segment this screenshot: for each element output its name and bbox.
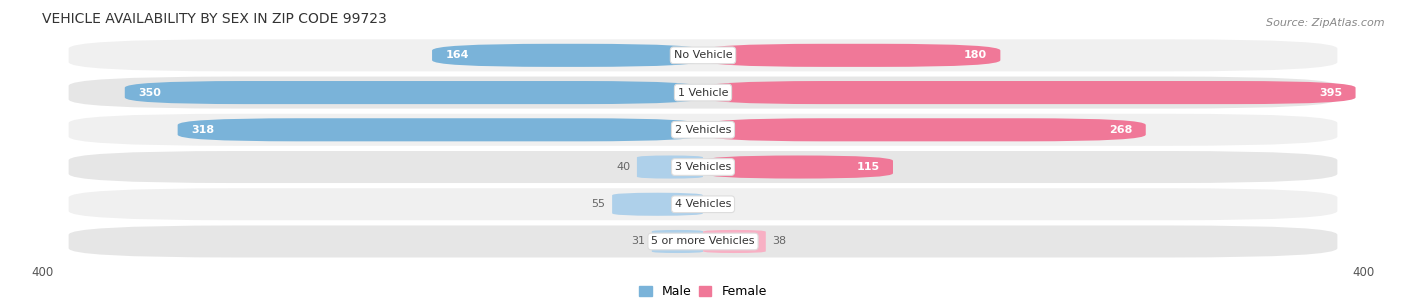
FancyBboxPatch shape [69,151,1337,183]
FancyBboxPatch shape [69,76,1337,109]
Text: 38: 38 [772,237,786,247]
Text: 0: 0 [716,199,723,209]
Text: 2 Vehicles: 2 Vehicles [675,125,731,135]
Text: 55: 55 [592,199,606,209]
FancyBboxPatch shape [652,230,703,253]
Text: 31: 31 [631,237,645,247]
FancyBboxPatch shape [703,155,893,179]
FancyBboxPatch shape [703,44,1001,67]
Text: 180: 180 [965,50,987,60]
Text: No Vehicle: No Vehicle [673,50,733,60]
FancyBboxPatch shape [637,155,703,179]
Text: 268: 268 [1109,125,1133,135]
Text: 115: 115 [856,162,880,172]
Text: 350: 350 [138,88,160,98]
FancyBboxPatch shape [432,44,703,67]
FancyBboxPatch shape [177,118,703,141]
FancyBboxPatch shape [703,230,766,253]
FancyBboxPatch shape [703,118,1146,141]
FancyBboxPatch shape [703,81,1355,104]
Legend: Male, Female: Male, Female [634,280,772,303]
FancyBboxPatch shape [69,188,1337,220]
Text: 1 Vehicle: 1 Vehicle [678,88,728,98]
Text: 3 Vehicles: 3 Vehicles [675,162,731,172]
Text: VEHICLE AVAILABILITY BY SEX IN ZIP CODE 99723: VEHICLE AVAILABILITY BY SEX IN ZIP CODE … [42,12,387,26]
Text: Source: ZipAtlas.com: Source: ZipAtlas.com [1267,18,1385,28]
Text: 5 or more Vehicles: 5 or more Vehicles [651,237,755,247]
FancyBboxPatch shape [69,114,1337,146]
Text: 40: 40 [616,162,630,172]
FancyBboxPatch shape [125,81,703,104]
Text: 395: 395 [1319,88,1343,98]
Text: 318: 318 [191,125,214,135]
Text: 4 Vehicles: 4 Vehicles [675,199,731,209]
Text: 164: 164 [446,50,468,60]
FancyBboxPatch shape [69,226,1337,257]
FancyBboxPatch shape [612,193,703,216]
FancyBboxPatch shape [69,39,1337,71]
